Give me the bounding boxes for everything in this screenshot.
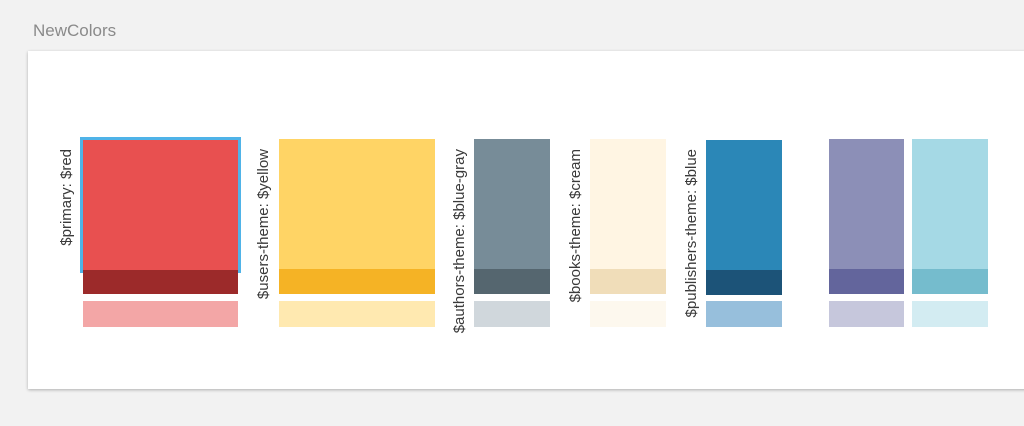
swatch-users-dark[interactable] [279, 269, 435, 294]
swatch-users-base[interactable] [279, 139, 435, 269]
swatch-publishers-light[interactable] [706, 301, 782, 327]
swatch-publishers-dark[interactable] [706, 270, 782, 295]
swatch-cyan-base[interactable] [912, 139, 988, 269]
swatch-primary-dark[interactable] [83, 270, 238, 294]
swatch-label-books: $books-theme: $cream [567, 149, 584, 303]
swatch-books-light[interactable] [590, 301, 666, 327]
swatch-purple-base[interactable] [829, 139, 904, 269]
artboard[interactable]: $primary: $red $users-theme: $yellow $au… [28, 51, 1024, 389]
swatch-primary-base[interactable] [80, 137, 241, 273]
swatch-authors-light[interactable] [474, 301, 550, 327]
swatch-users-light[interactable] [279, 301, 435, 327]
swatch-books-base[interactable] [590, 139, 666, 269]
swatch-authors-dark[interactable] [474, 269, 550, 294]
swatch-books-dark[interactable] [590, 269, 666, 294]
frame-title: NewColors [33, 21, 117, 40]
swatch-purple-dark[interactable] [829, 269, 904, 294]
swatch-label-users: $users-theme: $yellow [255, 149, 272, 300]
swatch-label-primary: $primary: $red [58, 149, 75, 246]
swatch-label-authors: $authors-theme: $blue-gray [451, 149, 468, 334]
swatch-authors-base[interactable] [474, 139, 550, 269]
swatch-purple-light[interactable] [829, 301, 904, 327]
swatch-cyan-light[interactable] [912, 301, 988, 327]
swatch-cyan-dark[interactable] [912, 269, 988, 294]
swatch-publishers-base[interactable] [706, 140, 782, 270]
swatch-primary-light[interactable] [83, 301, 238, 327]
swatch-label-publishers: $publishers-theme: $blue [683, 149, 700, 318]
